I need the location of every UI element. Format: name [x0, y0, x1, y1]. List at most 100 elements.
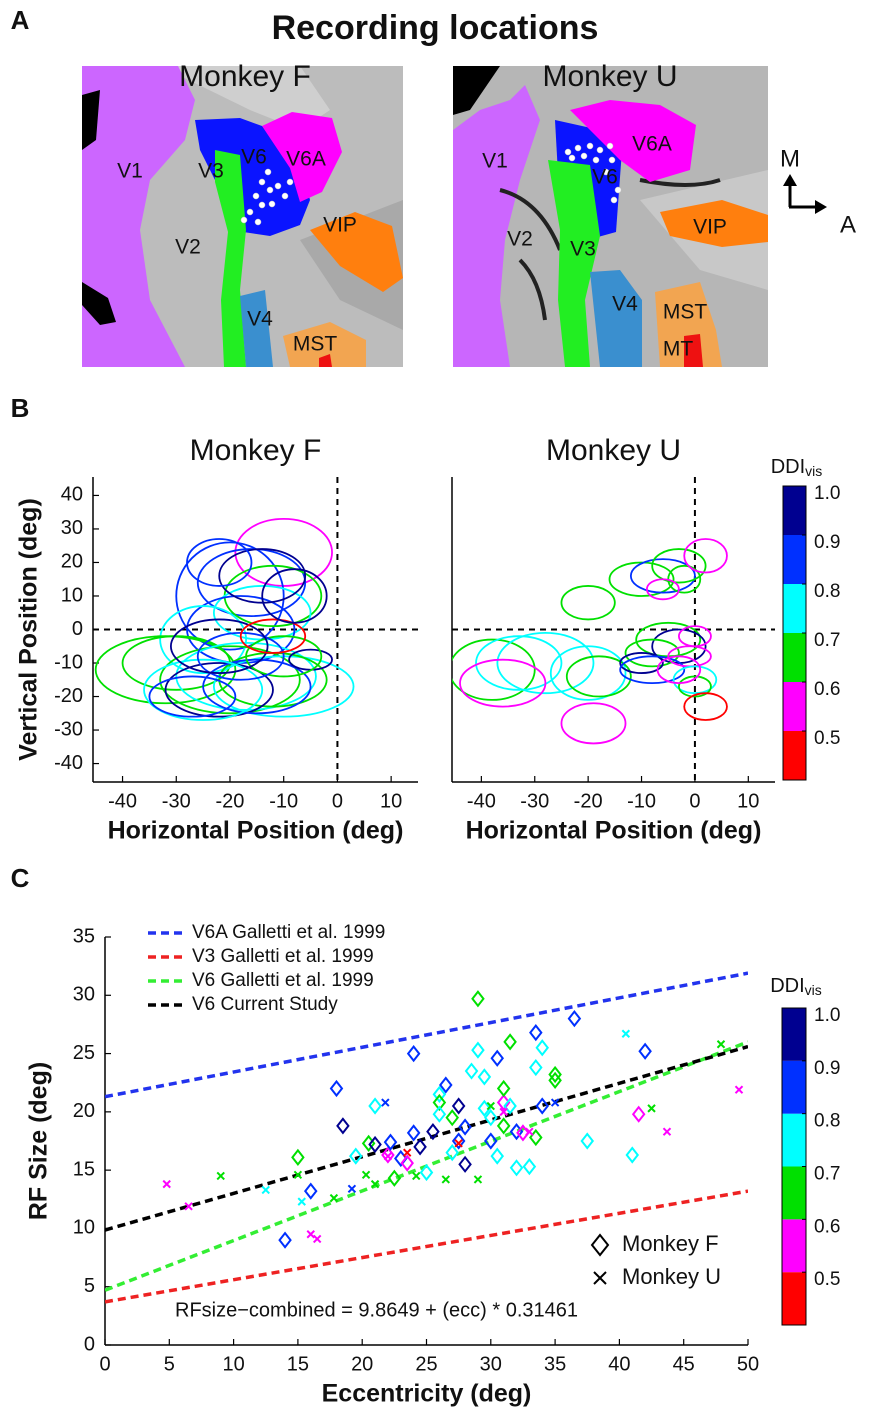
panel-label: A — [11, 5, 30, 35]
diamond-point — [509, 1159, 524, 1177]
diamond-point — [278, 1231, 292, 1249]
cross-point — [621, 1029, 631, 1038]
diamond-point — [471, 990, 485, 1008]
diamond-point — [303, 1182, 318, 1200]
cross-point — [499, 1107, 508, 1117]
rf-ellipse — [202, 658, 312, 715]
diamond-point — [451, 1132, 466, 1150]
rf-ellipse — [94, 635, 237, 705]
x-tick-label: 40 — [608, 1353, 630, 1375]
diamond-point — [516, 1124, 530, 1142]
map-dark — [82, 90, 100, 150]
diamond-point — [400, 1154, 414, 1172]
diamond-point — [387, 1169, 402, 1187]
area-label: V1 — [482, 150, 508, 173]
diamond-point — [406, 1124, 421, 1142]
diamond-point — [445, 1144, 459, 1162]
map-dark — [453, 66, 500, 115]
x-tick-label: -30 — [520, 790, 549, 812]
diamond-point — [638, 1042, 652, 1060]
colorbar-tick-label: 0.5 — [814, 728, 840, 749]
x-tick-label: 25 — [415, 1353, 437, 1375]
rf-ellipse — [619, 652, 664, 674]
colorbar-tick-label: 0.9 — [814, 532, 840, 553]
colorbar-tick-label: 0.7 — [814, 630, 840, 651]
plot-area — [452, 477, 775, 782]
diamond-point — [580, 1132, 595, 1150]
y-tick-label: 30 — [73, 984, 95, 1006]
rf-ellipse — [148, 675, 237, 718]
x-tick-label: 10 — [737, 790, 759, 812]
diamond-point — [445, 1109, 459, 1127]
area-label: V4 — [247, 308, 273, 331]
map-right — [453, 66, 768, 367]
diamond-point — [548, 1065, 562, 1084]
x-tick-label: -20 — [216, 790, 245, 812]
area-label: V6 — [241, 146, 267, 169]
colorbar-tick-label: 0.9 — [814, 1058, 840, 1079]
colorbar-segment — [782, 1008, 806, 1061]
colorbar-tick-label: 0.6 — [814, 1216, 840, 1237]
chart-title: Monkey U — [546, 434, 681, 467]
area-label: V1 — [117, 160, 143, 183]
colorbar-segment — [783, 486, 806, 535]
area-label: MT — [663, 338, 693, 361]
diamond-point — [329, 1079, 344, 1098]
cross-point — [486, 1101, 496, 1111]
colorbar-segment — [783, 535, 806, 584]
diamond-point — [503, 1033, 517, 1051]
colorbar-title: DDIvis — [771, 456, 823, 478]
diamond-point — [336, 1117, 350, 1135]
rf-ellipse — [159, 605, 247, 674]
legend-label: V6A Galletti et al. 1999 — [192, 922, 385, 943]
x-tick-label: 10 — [380, 790, 402, 812]
cross-point — [441, 1175, 450, 1184]
colorbar-segment — [782, 1219, 806, 1273]
colorbar-segment — [783, 682, 806, 731]
rf-ellipse — [645, 578, 680, 601]
area-v3 — [215, 150, 246, 367]
area-label: V6A — [632, 133, 672, 156]
y-tick-label: 5 — [84, 1275, 95, 1297]
rf-ellipse — [245, 635, 323, 678]
colorbar-tick-label: 0.7 — [814, 1164, 840, 1185]
diamond-point — [432, 1105, 447, 1123]
y-tick-label: 0 — [72, 618, 83, 640]
area-vip — [660, 200, 768, 247]
diamond-point — [484, 1109, 498, 1127]
area-mt — [684, 334, 703, 367]
y-tick-label: 25 — [73, 1042, 95, 1064]
recording-sites — [240, 168, 294, 226]
compass-arrow — [815, 200, 827, 214]
diamond-point — [496, 1093, 511, 1112]
area-mt — [319, 354, 332, 367]
cross-point — [184, 1202, 193, 1211]
area-v6a — [570, 100, 696, 182]
rf-ellipse — [169, 618, 269, 674]
colorbar-segment — [782, 1166, 806, 1220]
cross-point — [361, 1170, 371, 1180]
colorbar-title-main: DDI — [771, 456, 805, 478]
colorbar-segment — [783, 633, 806, 682]
legend-marker — [593, 1271, 607, 1285]
rf-ellipse — [475, 635, 563, 691]
area-label: MST — [293, 333, 338, 356]
colorbar-title-main: DDI — [770, 975, 804, 997]
y-tick-label: -30 — [54, 718, 83, 740]
x-tick-label: -40 — [467, 790, 496, 812]
rf-ellipse — [683, 692, 728, 721]
cross-point — [370, 1179, 380, 1189]
diamond-point — [368, 1097, 382, 1115]
rf-ellipse — [619, 655, 686, 685]
colorbar-title: DDIvis — [770, 975, 822, 997]
colorbar-tick-label: 1.0 — [814, 483, 840, 504]
diamond-point — [419, 1163, 434, 1182]
cross-point — [473, 1175, 483, 1184]
diamond-point — [432, 1093, 447, 1112]
rf-ellipse — [656, 655, 702, 685]
fit-line — [105, 1189, 748, 1304]
map-left — [82, 66, 403, 367]
diamond-point — [535, 1097, 550, 1115]
area-v1 — [453, 85, 540, 367]
